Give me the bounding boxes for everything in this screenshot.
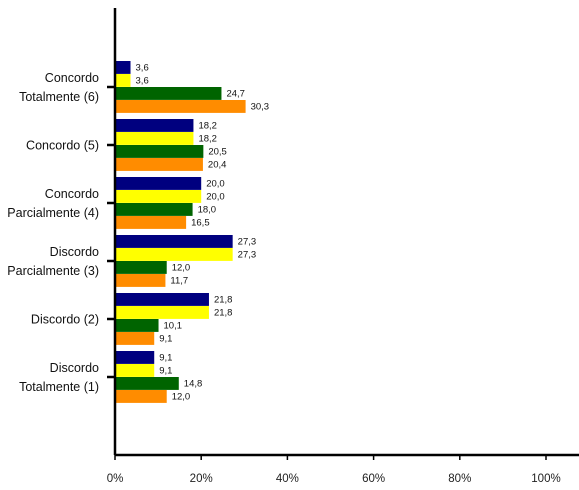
bar [115, 74, 131, 87]
data-label: 20,4 [208, 160, 227, 171]
data-label: 20,0 [206, 179, 225, 190]
axes-layer: Concordo Totalmente (6) Concordo (5) Concor… [7, 8, 579, 485]
data-label: 20,5 [208, 147, 227, 158]
bar [115, 203, 193, 216]
bar [115, 177, 202, 190]
bar [115, 332, 155, 345]
data-label: 27,3 [238, 237, 257, 248]
data-label: 12,0 [172, 392, 191, 403]
x-tick-label: 0% [107, 473, 124, 485]
x-tick-label: 100% [531, 473, 560, 485]
category-label: Concordo Parcialmente (4) [7, 187, 99, 220]
data-label: 20,0 [206, 192, 225, 203]
bar [115, 293, 209, 306]
data-labels-layer: 3,6 3,6 24,7 30,3 18,2 18,2 20,5 20,4 20,0 20,0 18… [136, 63, 270, 403]
data-label: 18,0 [198, 205, 217, 216]
bar [115, 306, 209, 319]
bar [115, 261, 167, 274]
bar [115, 87, 222, 100]
data-label: 11,7 [170, 276, 188, 287]
data-label: 10,1 [164, 321, 183, 332]
data-label: 9,1 [159, 353, 172, 364]
data-label: 12,0 [172, 263, 191, 274]
bar [115, 132, 194, 145]
bar [115, 377, 179, 390]
x-tick-label: 40% [276, 473, 299, 485]
bar [115, 100, 246, 113]
bar [115, 235, 233, 248]
data-label: 24,7 [226, 89, 245, 100]
bar [115, 158, 203, 171]
data-label: 18,2 [198, 121, 217, 132]
category-label: Concordo (5) [26, 139, 99, 153]
data-label: 18,2 [198, 134, 217, 145]
x-tick-label: 60% [362, 473, 385, 485]
data-label: 9,1 [159, 334, 172, 345]
bar [115, 274, 166, 287]
bar [115, 190, 202, 203]
bar [115, 216, 187, 229]
data-label: 3,6 [136, 76, 149, 87]
bar [115, 145, 204, 158]
data-label: 30,3 [251, 102, 270, 113]
bars-layer [115, 61, 246, 403]
bar [115, 319, 159, 332]
category-label: Discordo Parcialmente (3) [7, 245, 99, 278]
bar [115, 364, 155, 377]
category-label: Concordo Totalmente (6) [19, 71, 99, 104]
data-label: 14,8 [184, 379, 203, 390]
category-label: Discordo (2) [31, 313, 99, 327]
data-label: 21,8 [214, 295, 233, 306]
x-tick-label: 80% [448, 473, 471, 485]
bar [115, 351, 155, 364]
bar [115, 248, 233, 261]
data-label: 27,3 [238, 250, 257, 261]
bar [115, 119, 194, 132]
category-label: Discordo Totalmente (1) [19, 361, 99, 394]
bar [115, 61, 131, 74]
data-label: 9,1 [159, 366, 172, 377]
bar [115, 390, 167, 403]
data-label: 21,8 [214, 308, 233, 319]
data-label: 3,6 [136, 63, 149, 74]
x-tick-label: 20% [190, 473, 213, 485]
data-label: 16,5 [191, 218, 210, 229]
